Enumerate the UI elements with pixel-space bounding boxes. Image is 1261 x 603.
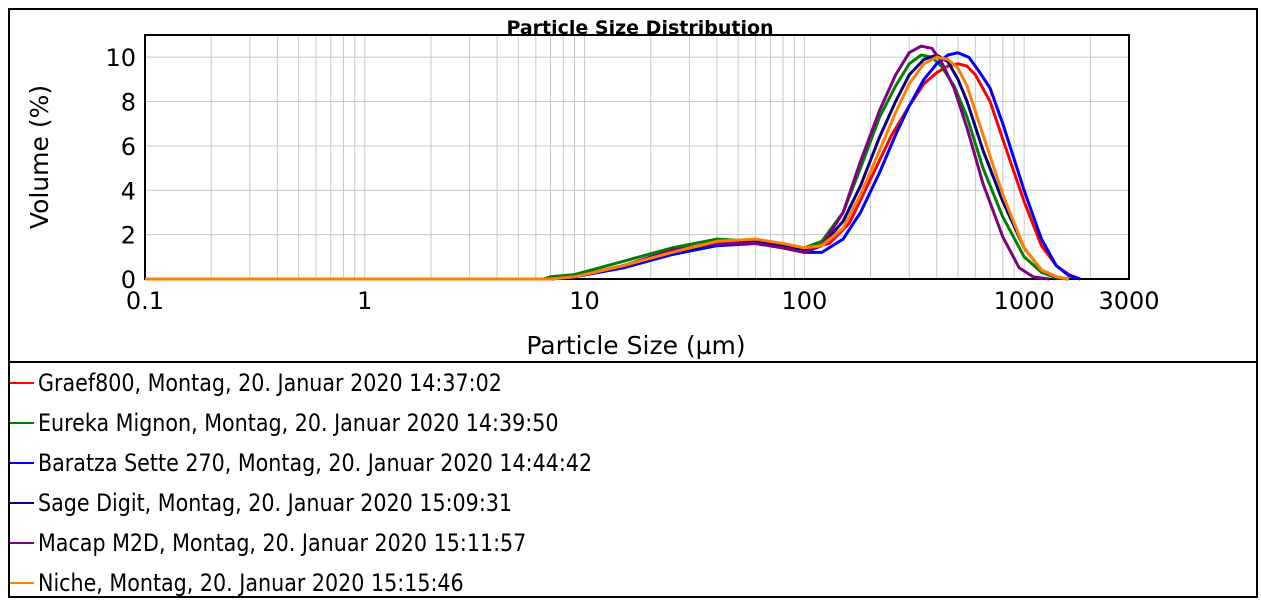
legend-label: Eureka Mignon, Montag, 20. Januar 2020 1… — [38, 409, 559, 437]
legend-swatch — [10, 582, 34, 584]
legend-item: Baratza Sette 270, Montag, 20. Januar 20… — [10, 443, 1256, 483]
series-line — [145, 51, 1081, 281]
legend-divider — [8, 361, 1258, 363]
legend-item: Graef800, Montag, 20. Januar 2020 14:37:… — [10, 363, 1256, 403]
legend-swatch — [10, 382, 34, 384]
x-axis-label: Particle Size (µm) — [526, 331, 745, 360]
chart-title: Particle Size Distribution — [506, 17, 773, 39]
plot-area-border — [144, 34, 1130, 280]
legend-label: Baratza Sette 270, Montag, 20. Januar 20… — [38, 449, 593, 477]
legend-swatch — [10, 542, 34, 544]
legend-item: Macap M2D, Montag, 20. Januar 2020 15:11… — [10, 523, 1256, 563]
legend-label: Sage Digit, Montag, 20. Januar 2020 15:0… — [38, 489, 513, 517]
x-tick-label: 1 — [357, 287, 372, 315]
y-tick-label: 0 — [121, 266, 136, 294]
x-tick-label: 10 — [569, 287, 600, 315]
series-group — [145, 44, 1081, 281]
y-axis-label: Volume (%) — [25, 85, 54, 229]
series-line — [145, 53, 1070, 281]
y-tick-label: 4 — [121, 177, 136, 205]
series-line — [145, 62, 1081, 281]
legend-item: Niche, Montag, 20. Januar 2020 15:15:46 — [10, 563, 1256, 603]
grid — [145, 35, 1129, 279]
x-tick-label: 0.1 — [126, 287, 164, 315]
legend-swatch — [10, 502, 34, 504]
x-tick-label: 3000 — [1098, 287, 1159, 315]
x-tick-label: 100 — [781, 287, 827, 315]
legend-item: Eureka Mignon, Montag, 20. Januar 2020 1… — [10, 403, 1256, 443]
chart-frame — [8, 8, 1258, 598]
y-tick-label: 8 — [121, 89, 136, 117]
legend-label: Graef800, Montag, 20. Januar 2020 14:37:… — [38, 369, 502, 397]
legend-label: Niche, Montag, 20. Januar 2020 15:15:46 — [38, 569, 464, 597]
series-line — [145, 53, 1070, 281]
y-tick-label: 2 — [121, 222, 136, 250]
y-tick-label: 10 — [105, 44, 136, 72]
x-tick-labels: 0.1 1 10 100 1000 3000 — [126, 287, 1160, 315]
legend-label: Macap M2D, Montag, 20. Januar 2020 15:11… — [38, 529, 527, 557]
y-tick-label: 6 — [121, 133, 136, 161]
x-tick-label: 1000 — [994, 287, 1055, 315]
series-line — [145, 44, 1050, 281]
y-tick-labels: 0 2 4 6 8 10 — [105, 44, 136, 294]
legend-swatch — [10, 422, 34, 424]
series-line — [145, 55, 1070, 281]
legend-swatch — [10, 462, 34, 464]
legend-item: Sage Digit, Montag, 20. Januar 2020 15:0… — [10, 483, 1256, 523]
chart: Particle Size Distribution 0 2 4 6 8 10 0.1 1 1… — [25, 17, 1160, 360]
legend: Graef800, Montag, 20. Januar 2020 14:37:… — [10, 363, 1256, 603]
